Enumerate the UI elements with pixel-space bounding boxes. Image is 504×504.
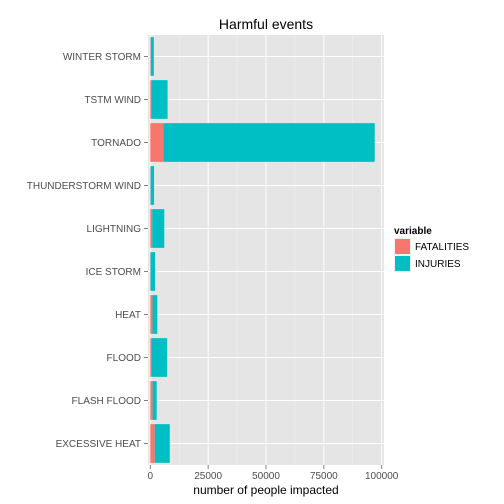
x-tick-label: 75000 <box>310 471 338 482</box>
x-tick-label: 0 <box>148 471 154 482</box>
bar-fatalities-flash-flood <box>150 381 153 420</box>
x-tick-label: 25000 <box>194 471 222 482</box>
bar-injuries-tstm-wind <box>151 80 168 119</box>
bar-injuries-excessive-heat <box>154 424 170 463</box>
bar-injuries-tornado <box>163 123 375 162</box>
x-ticks: 0 25000 50000 75000 100000 <box>148 465 399 482</box>
bar-injuries-heat <box>152 295 158 334</box>
bar-fatalities-lightning <box>150 209 153 248</box>
bar-fatalities-heat <box>150 295 153 334</box>
legend-title: variable <box>394 226 432 237</box>
bars <box>150 37 375 463</box>
chart-title: Harmful events <box>219 16 313 32</box>
legend: variable FATALITIES INJURIES <box>394 226 469 272</box>
bar-fatalities-tstm-wind <box>150 80 152 119</box>
legend-swatch-injuries <box>395 256 410 271</box>
bar-injuries-ice-storm <box>150 252 156 291</box>
y-tick-label: THUNDERSTORM WIND <box>27 181 141 192</box>
bar-fatalities-flood <box>150 338 152 377</box>
y-tick-label: HEAT <box>115 310 141 321</box>
bar-fatalities-tornado <box>150 123 164 162</box>
y-tick-label: FLASH FLOOD <box>72 396 141 407</box>
legend-label-fatalities: FATALITIES <box>415 242 469 253</box>
y-tick-label: EXCESSIVE HEAT <box>56 439 141 450</box>
bar-injuries-flood <box>151 338 168 377</box>
bar-injuries-thunderstorm-wind <box>150 166 155 205</box>
y-tick-label: TSTM WIND <box>84 95 141 106</box>
y-tick-labels: EXCESSIVE HEAT FLASH FLOOD FLOOD HEAT ICE ST… <box>27 52 148 450</box>
bar-fatalities-excessive-heat <box>150 424 155 463</box>
x-tick-label: 50000 <box>252 471 280 482</box>
x-axis-label: number of people impacted <box>193 483 338 497</box>
legend-label-injuries: INJURIES <box>415 259 461 270</box>
x-tick-label: 100000 <box>365 471 399 482</box>
y-tick-label: TORNADO <box>91 138 141 149</box>
bar-injuries-lightning <box>152 209 165 248</box>
legend-swatch-fatalities <box>395 239 410 254</box>
bar-injuries-winter-storm <box>150 37 154 76</box>
bar-injuries-flash-flood <box>152 381 157 420</box>
y-tick-label: FLOOD <box>107 353 141 364</box>
y-tick-label: LIGHTNING <box>87 224 142 235</box>
y-tick-label: WINTER STORM <box>63 52 141 63</box>
grid-lines <box>148 35 384 465</box>
y-tick-label: ICE STORM <box>86 267 141 278</box>
